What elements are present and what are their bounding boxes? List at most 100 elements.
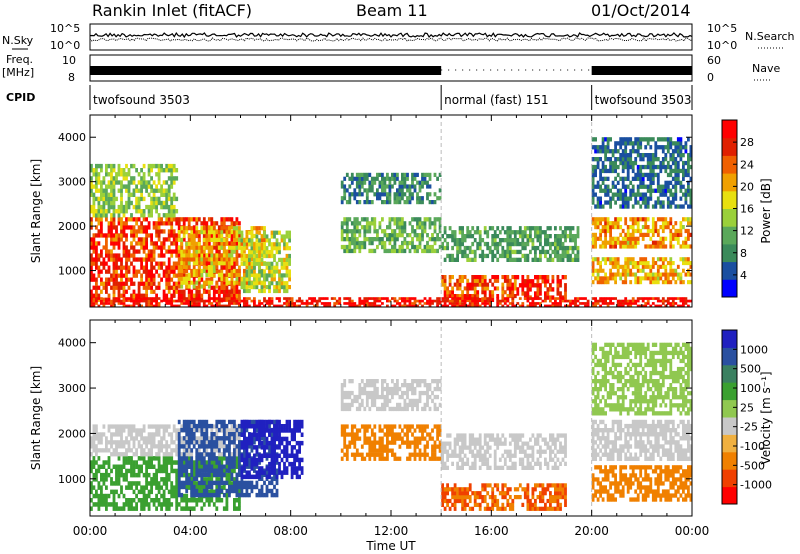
heatmap-cell	[172, 489, 176, 495]
heatmap-cell	[253, 261, 256, 266]
heatmap-cell	[172, 265, 176, 270]
heatmap-cell	[140, 489, 143, 495]
heatmap-cell	[220, 261, 224, 266]
heatmap-cell	[624, 276, 628, 281]
heatmap-cell	[368, 248, 372, 254]
heatmap-cell	[142, 257, 146, 262]
heatmap-cell	[616, 192, 620, 197]
heatmap-cell	[664, 225, 668, 230]
heatmap-cell	[258, 277, 261, 282]
heatmap-cell	[451, 230, 454, 235]
heatmap-cell	[233, 506, 236, 511]
heatmap-cell	[182, 273, 186, 278]
heatmap-cell	[443, 297, 447, 300]
heatmap-cell	[162, 424, 166, 429]
heatmap-cell	[689, 192, 693, 197]
heatmap-cell	[671, 276, 675, 281]
heatmap-cell	[381, 297, 384, 300]
heatmap-cell	[471, 249, 475, 255]
heatmap-cell	[388, 176, 392, 181]
heatmap-cell	[591, 280, 595, 285]
heatmap-cell	[220, 269, 224, 274]
heatmap-cell	[115, 444, 118, 449]
heatmap-cell	[446, 299, 449, 303]
heatmap-cell	[631, 217, 635, 222]
heatmap-cell	[170, 176, 174, 181]
heatmap-cell	[556, 249, 560, 255]
heatmap-cell	[127, 188, 131, 193]
heatmap-cell	[233, 268, 236, 274]
heatmap-cell	[506, 238, 510, 243]
heatmap-cell	[290, 299, 294, 303]
heatmap-cell	[162, 460, 166, 465]
heatmap-cell	[363, 299, 367, 303]
heatmap-cell	[506, 294, 510, 299]
heatmap-cell	[187, 293, 191, 298]
heatmap-cell	[381, 176, 384, 181]
heatmap-cell	[629, 304, 633, 308]
heatmap-cell	[265, 246, 269, 251]
heatmap-cell	[150, 200, 153, 206]
heatmap-cell	[132, 180, 136, 185]
heatmap-cell	[626, 299, 630, 303]
heatmap-cell	[172, 269, 176, 274]
heatmap-cell	[671, 236, 675, 241]
power-ylabel: Slant Range [km]	[29, 159, 43, 263]
heatmap-cell	[97, 209, 101, 214]
heatmap-cell	[458, 297, 462, 302]
heatmap-cell	[130, 472, 133, 478]
heatmap-cell	[170, 468, 174, 474]
heatmap-cell	[591, 196, 595, 201]
heatmap-cell	[152, 200, 156, 206]
heatmap-cell	[197, 284, 201, 289]
heatmap-cell	[120, 428, 123, 433]
heatmap-cell	[270, 281, 274, 286]
heatmap-cell	[644, 225, 648, 230]
heatmap-cell	[679, 280, 683, 285]
heatmap-cell	[611, 160, 615, 166]
heatmap-cell	[180, 272, 184, 277]
heatmap-cell	[411, 192, 414, 197]
heatmap-cell	[170, 184, 174, 189]
heatmap-cell	[235, 498, 239, 503]
heatmap-cell	[368, 304, 372, 308]
heatmap-cell	[233, 241, 236, 246]
heatmap-cell	[370, 221, 374, 226]
heatmap-cell	[516, 291, 520, 296]
heatmap-cell	[112, 163, 116, 169]
heatmap-cell	[601, 141, 605, 146]
heatmap-cell	[378, 297, 382, 300]
heatmap-cell	[684, 168, 688, 174]
heatmap-cell	[574, 299, 577, 303]
heatmap-cell	[177, 276, 181, 281]
heatmap-cell	[215, 498, 219, 503]
heatmap-cell	[571, 245, 575, 251]
heatmap-cell	[115, 452, 118, 457]
heatmap-cell	[205, 460, 209, 465]
heatmap-cell	[629, 217, 633, 222]
heatmap-cell	[383, 200, 387, 205]
heatmap-cell	[453, 282, 457, 287]
heatmap-cell	[135, 249, 138, 254]
heatmap-cell	[190, 293, 194, 298]
heatmap-cell	[343, 244, 347, 250]
heatmap-cell	[155, 204, 158, 210]
heatmap-cell	[268, 288, 271, 294]
heatmap-cell	[195, 221, 199, 226]
heatmap-cell	[488, 302, 492, 305]
heatmap-cell	[566, 249, 570, 255]
heatmap-cell	[275, 288, 279, 294]
heatmap-cell	[195, 297, 199, 300]
heatmap-cell	[90, 253, 93, 258]
heatmap-cell	[170, 448, 174, 453]
heatmap-cell	[117, 217, 121, 222]
heatmap-cell	[190, 253, 194, 258]
heatmap-cell	[130, 213, 133, 218]
heatmap-cell	[162, 456, 166, 461]
heatmap-cell	[215, 302, 219, 305]
heatmap-cell	[202, 304, 206, 308]
heatmap-cell	[185, 302, 189, 305]
heatmap-cell	[182, 506, 186, 511]
heatmap-cell	[157, 428, 161, 433]
heatmap-cell	[656, 157, 660, 162]
